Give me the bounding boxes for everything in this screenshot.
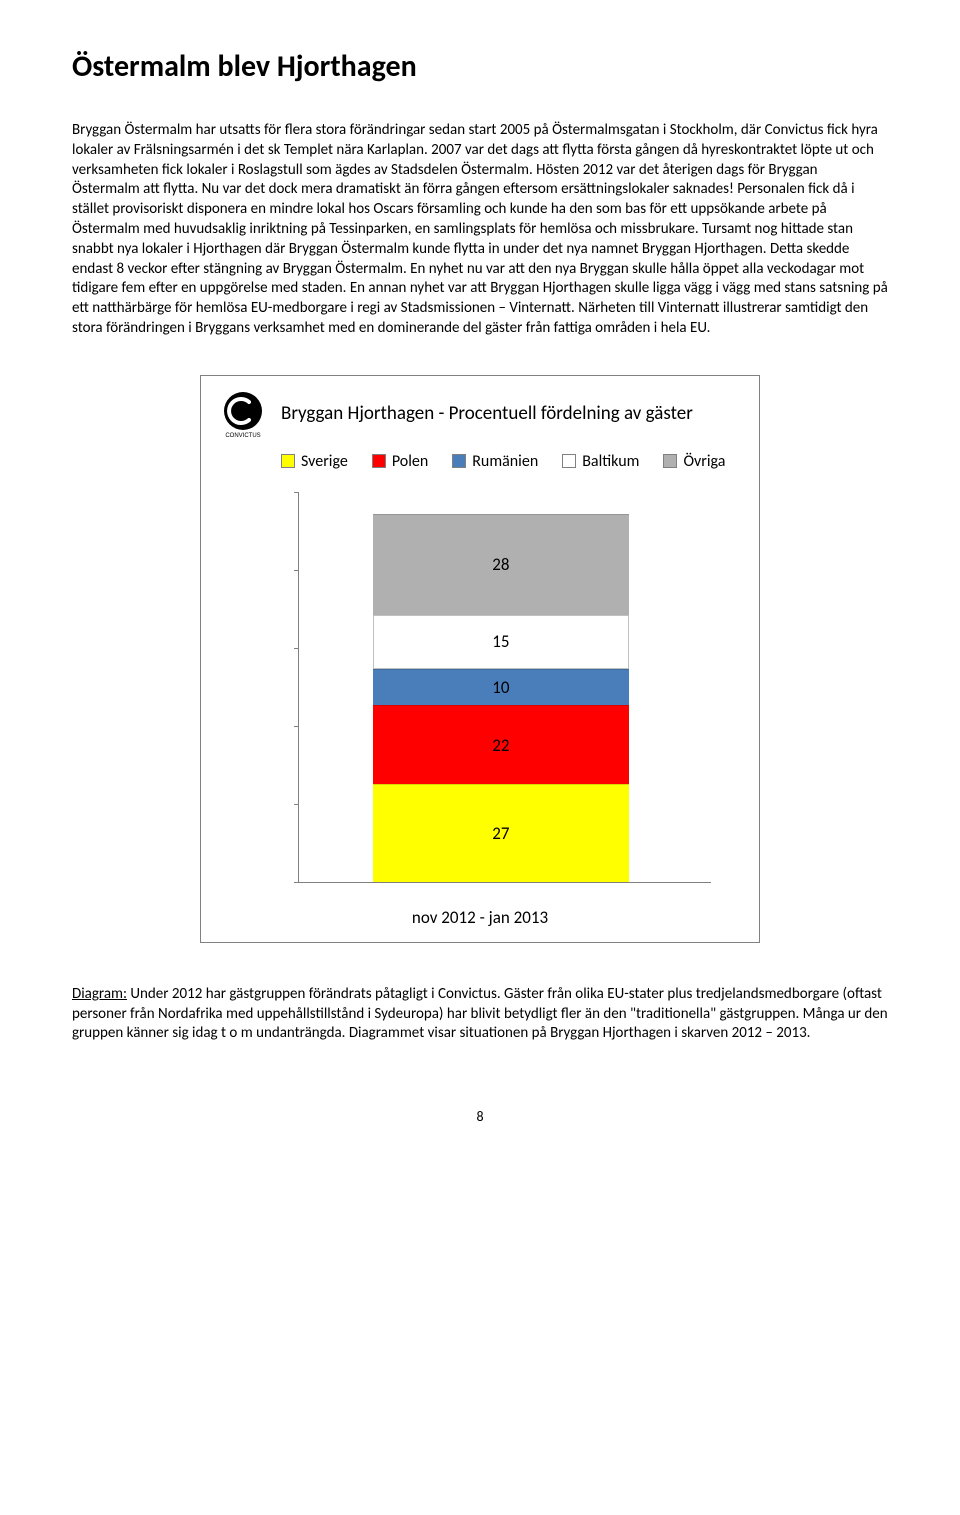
bar-segment: 22	[373, 705, 628, 784]
chart-header: CONVICTUS Bryggan Hjorthagen - Procentue…	[219, 390, 741, 438]
axis-tick	[294, 570, 299, 571]
bar-segment: 10	[373, 669, 628, 705]
y-axis	[298, 493, 299, 883]
caption-body: Under 2012 har gästgruppen förändrats på…	[72, 985, 888, 1043]
legend-label: Baltikum	[582, 452, 639, 471]
bar-segment: 15	[373, 615, 628, 669]
legend-label: Övriga	[683, 452, 725, 471]
chart-title: Bryggan Hjorthagen - Procentuell fördeln…	[281, 402, 693, 425]
legend-swatch	[281, 454, 295, 468]
legend-label: Sverige	[301, 452, 348, 471]
legend-item: Baltikum	[562, 452, 639, 471]
axis-tick	[294, 726, 299, 727]
chart-legend: Sverige Polen Rumänien Baltikum Övriga	[281, 452, 741, 471]
legend-swatch	[562, 454, 576, 468]
bar-segment: 28	[373, 514, 628, 615]
chart-plot-area: 2722101528	[299, 493, 711, 883]
bar-segment: 27	[373, 784, 628, 881]
legend-swatch	[452, 454, 466, 468]
axis-tick	[294, 648, 299, 649]
legend-label: Polen	[392, 452, 428, 471]
legend-item: Övriga	[663, 452, 725, 471]
legend-swatch	[663, 454, 677, 468]
page-title: Östermalm blev Hjorthagen	[72, 48, 888, 85]
legend-label: Rumänien	[472, 452, 538, 471]
stacked-bar: 2722101528	[373, 514, 628, 882]
page-number: 8	[72, 1108, 888, 1125]
axis-tick	[294, 804, 299, 805]
legend-item: Polen	[372, 452, 428, 471]
legend-swatch	[372, 454, 386, 468]
chart-caption: Diagram: Under 2012 har gästgruppen förä…	[72, 985, 888, 1044]
x-axis	[295, 882, 711, 883]
axis-tick	[294, 492, 299, 493]
logo-subtext: CONVICTUS	[225, 433, 260, 438]
body-paragraph: Bryggan Östermalm har utsatts för flera …	[72, 121, 888, 339]
caption-lead: Diagram:	[72, 985, 127, 1003]
legend-item: Rumänien	[452, 452, 538, 471]
convictus-logo-icon: CONVICTUS	[219, 390, 267, 438]
legend-item: Sverige	[281, 452, 348, 471]
chart-container: CONVICTUS Bryggan Hjorthagen - Procentue…	[200, 375, 760, 943]
x-axis-label: nov 2012 - jan 2013	[219, 907, 741, 928]
